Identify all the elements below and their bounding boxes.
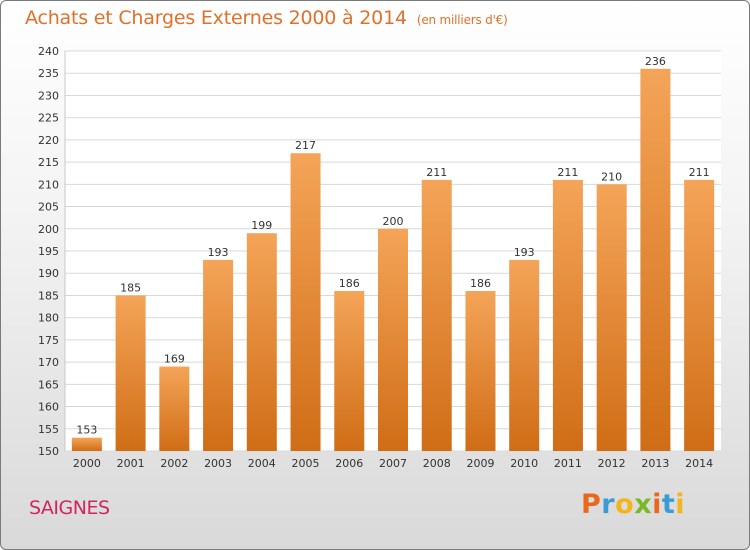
x-tick-label: 2002	[160, 457, 188, 470]
logo-letter: i	[675, 489, 686, 520]
x-tick-label: 2003	[204, 457, 232, 470]
bar-value-label: 153	[76, 424, 97, 437]
bars: 153 185 169 193 199 217 186 200 211 186 193 211 210 2…	[71, 55, 715, 452]
x-tick-label: 2013	[641, 457, 669, 470]
bar-2007	[378, 228, 408, 451]
y-tick-label: 205	[38, 201, 59, 214]
y-tick-label: 190	[38, 267, 59, 280]
y-tick-label: 185	[38, 289, 59, 302]
x-axis: 2000 2001 2002 2003 2004 2005 2006 2007 2008 2009…	[73, 457, 713, 470]
y-tick-label: 165	[38, 378, 59, 391]
bar-value-label: 193	[208, 246, 229, 259]
bar-2004	[246, 233, 277, 451]
y-tick-label: 220	[38, 134, 59, 147]
bar-2010	[509, 259, 540, 451]
bar-value-label: 199	[251, 219, 272, 232]
bar-value-label: 211	[426, 166, 447, 179]
bar-2013	[640, 68, 671, 452]
logo-letter: o	[615, 489, 635, 520]
y-axis: 150 155 160 165 170 175 180 185 190 195 200 205 210 2…	[38, 45, 66, 458]
x-tick-label: 2012	[598, 457, 626, 470]
commune-name: SAIGNES	[29, 497, 110, 519]
y-tick-label: 160	[38, 401, 59, 414]
x-tick-label: 2010	[510, 457, 538, 470]
bar-value-label: 217	[295, 139, 316, 152]
x-tick-label: 2001	[117, 457, 145, 470]
y-tick-label: 180	[38, 312, 59, 325]
bar-value-label: 211	[557, 166, 578, 179]
bar-value-label: 186	[339, 277, 360, 290]
x-tick-label: 2004	[248, 457, 276, 470]
bar-value-label: 200	[383, 215, 404, 228]
y-tick-label: 240	[38, 45, 59, 58]
bar-value-label: 169	[164, 353, 185, 366]
y-tick-label: 215	[38, 156, 59, 169]
bar-value-label: 210	[601, 170, 622, 183]
proxiti-logo: Proxiti	[581, 489, 691, 523]
y-tick-label: 230	[38, 89, 59, 102]
bar-2014	[684, 179, 715, 451]
title-text: Achats et Charges Externes 2000 à 2014	[25, 7, 407, 29]
x-tick-label: 2006	[335, 457, 363, 470]
y-tick-label: 200	[38, 223, 59, 236]
y-tick-label: 175	[38, 334, 59, 347]
y-tick-label: 210	[38, 178, 59, 191]
bar-2011	[552, 179, 583, 451]
bar-2012	[596, 184, 627, 452]
y-tick-label: 195	[38, 245, 59, 258]
x-tick-label: 2014	[685, 457, 713, 470]
bar-2001	[115, 295, 146, 451]
logo-letter: x	[634, 489, 653, 520]
x-tick-label: 2009	[466, 457, 494, 470]
bar-value-label: 211	[689, 166, 710, 179]
x-tick-label: 2005	[292, 457, 320, 470]
bar-value-label: 186	[470, 277, 491, 290]
x-tick-label: 2008	[423, 457, 451, 470]
bar-value-label: 193	[514, 246, 535, 259]
y-tick-label: 225	[38, 112, 59, 125]
logo-letter: r	[601, 489, 616, 520]
chart-subtitle: (en milliers d'€)	[416, 13, 508, 27]
x-tick-label: 2007	[379, 457, 407, 470]
logo-letter: P	[581, 489, 602, 520]
bar-value-label: 236	[645, 55, 666, 68]
logo-letter: t	[661, 489, 676, 520]
y-tick-label: 235	[38, 67, 59, 80]
x-tick-label: 2000	[73, 457, 101, 470]
y-tick-label: 150	[38, 445, 59, 458]
bar-2009	[465, 291, 496, 451]
bar-2000	[71, 437, 102, 451]
x-tick-label: 2011	[554, 457, 582, 470]
bar-2008	[421, 179, 452, 451]
bar-2002	[159, 366, 190, 451]
bar-value-label: 185	[120, 281, 141, 294]
bar-2006	[334, 291, 365, 451]
y-tick-label: 155	[38, 423, 59, 436]
chart-title: Achats et Charges Externes 2000 à 2014 (e…	[25, 7, 508, 29]
bar-2003	[203, 259, 234, 451]
y-tick-label: 170	[38, 356, 59, 369]
logo-letter: i	[652, 489, 662, 520]
bar-2005	[290, 153, 321, 451]
